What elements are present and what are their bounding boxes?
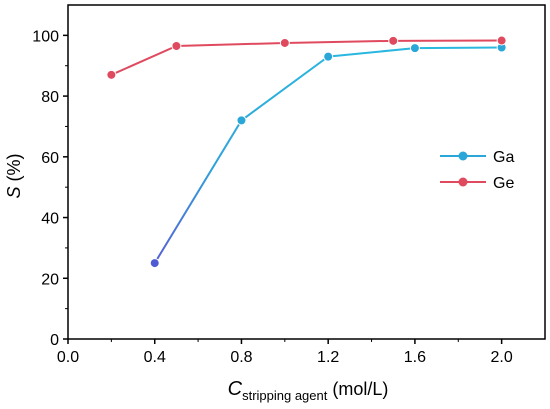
x-axis-title-main: C: [228, 378, 243, 400]
y-tick-label: 60: [41, 150, 59, 167]
data-point-ge: [279, 37, 290, 48]
legend-item-ge: Ge: [440, 175, 514, 192]
plot-frame: [67, 4, 546, 340]
data-point-ge: [496, 35, 507, 46]
x-tick-label: 2.0: [491, 349, 513, 366]
y-tick-label: 0: [50, 332, 59, 349]
y-tick-label: 20: [41, 271, 59, 288]
data-point-ge: [106, 69, 117, 80]
x-tick-label: 1.2: [317, 349, 339, 366]
data-point-ga: [323, 51, 334, 62]
x-axis-title: Cstripping agent (mol/L): [228, 378, 389, 403]
x-axis-title-unit: (mol/L): [327, 379, 388, 399]
y-axis-ticks: 0 20 40 60 80 100: [32, 28, 68, 349]
legend-label-ge: Ge: [493, 175, 514, 192]
y-tick-label: 40: [41, 211, 59, 228]
y-tick-label: 100: [32, 28, 59, 45]
x-axis-title-sub: stripping agent: [242, 388, 328, 403]
legend-marker-ge: [458, 177, 468, 187]
data-point-ga: [149, 258, 160, 269]
x-tick-label: 0.4: [144, 349, 166, 366]
y-tick-label: 80: [41, 89, 59, 106]
legend-item-ga: Ga: [440, 149, 514, 166]
data-point-ge: [388, 35, 399, 46]
series-line-ge: [110, 39, 502, 76]
data-point-ga: [236, 115, 247, 126]
y-axis-title-main: S: [4, 186, 24, 198]
x-tick-label: 0.8: [230, 349, 252, 366]
legend-label-ga: Ga: [493, 149, 514, 166]
x-axis-ticks: 0.0 0.4 0.8 1.2 1.6 2.0: [57, 339, 513, 366]
legend-marker-ga: [458, 151, 468, 161]
series-ga: [149, 42, 507, 269]
x-tick-label: 0.0: [57, 349, 79, 366]
x-tick-label: 1.6: [404, 349, 426, 366]
data-point-ga: [409, 43, 420, 54]
y-axis-title-unit: (%): [4, 153, 24, 186]
data-point-ge: [171, 40, 182, 51]
y-axis-title: S (%): [4, 153, 24, 198]
legend: Ga Ge: [440, 149, 514, 192]
series-layer: [106, 35, 507, 269]
series-ge: [106, 35, 507, 80]
